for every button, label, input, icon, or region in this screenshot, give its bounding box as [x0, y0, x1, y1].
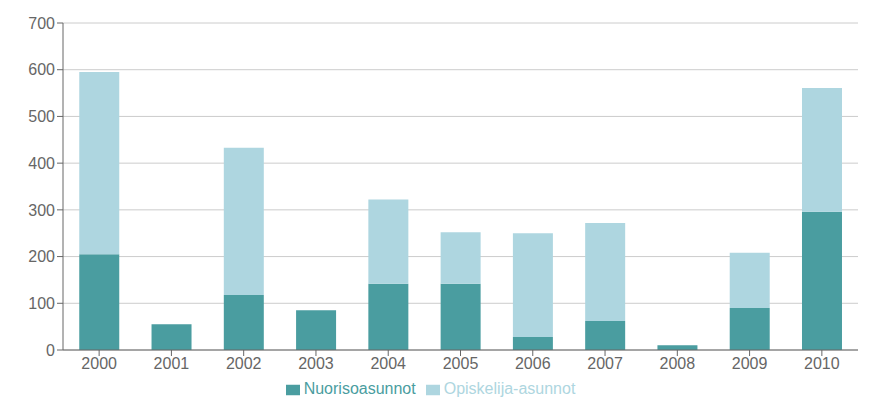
svg-text:2003: 2003 — [298, 355, 334, 372]
svg-text:2010: 2010 — [804, 355, 840, 372]
html-text:Opiskelija-asunnot: Opiskelija-asunnot — [443, 380, 576, 397]
svg-text:2008: 2008 — [660, 355, 696, 372]
svg-text:100: 100 — [28, 295, 55, 312]
svg-text:2005: 2005 — [443, 355, 479, 372]
svg-text:0: 0 — [46, 342, 55, 359]
svg-text:2001: 2001 — [154, 355, 190, 372]
svg-text:300: 300 — [28, 202, 55, 219]
svg-text:2002: 2002 — [226, 355, 262, 372]
svg-text:2007: 2007 — [587, 355, 623, 372]
svg-text:2009: 2009 — [732, 355, 768, 372]
svg-text:500: 500 — [28, 108, 55, 125]
svg-text:2000: 2000 — [81, 355, 117, 372]
svg-text:600: 600 — [28, 61, 55, 78]
svg-text:700: 700 — [28, 15, 55, 32]
svg-text:200: 200 — [28, 248, 55, 265]
svg-text:400: 400 — [28, 155, 55, 172]
html-text:Nuorisoasunnot: Nuorisoasunnot — [303, 380, 416, 397]
svg-text:2006: 2006 — [515, 355, 551, 372]
svg-text:2004: 2004 — [370, 355, 406, 372]
